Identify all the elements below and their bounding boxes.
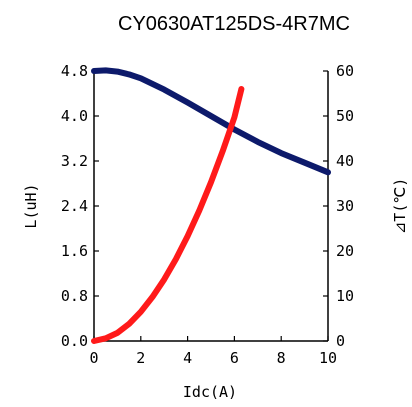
y-left-ticks: 0.0 0.8 1.6 2.4 3.2 4.0 4.8 — [61, 62, 99, 350]
chart-title: CY0630AT125DS-4R7MC — [118, 13, 350, 35]
y-right-tick-label: 20 — [336, 242, 354, 260]
x-tick-label: 6 — [230, 349, 239, 367]
axes — [93, 71, 329, 342]
y-left-tick-label: 0.8 — [61, 287, 88, 305]
y-left-tick-label: 1.6 — [61, 242, 88, 260]
y-right-tick-label: 10 — [336, 287, 354, 305]
y-right-ticks: 0 10 20 30 40 50 60 — [323, 62, 354, 350]
x-tick-label: 8 — [277, 349, 286, 367]
series-group — [91, 67, 331, 344]
x-tick-label: 2 — [136, 349, 145, 367]
x-tick-label: 10 — [319, 349, 337, 367]
y-left-tick-label: 4.8 — [61, 62, 88, 80]
y-left-tick-label: 4.0 — [61, 107, 88, 125]
y-left-axis-label: L(uH) — [22, 183, 40, 228]
y-right-tick-label: 30 — [336, 197, 354, 215]
x-tick-label: 4 — [183, 349, 192, 367]
y-right-tick-label: 40 — [336, 152, 354, 170]
x-ticks: 0 2 4 6 8 10 — [89, 336, 337, 367]
y-right-tick-label: 60 — [336, 62, 354, 80]
x-tick-label: 0 — [89, 349, 98, 367]
y-left-tick-label: 3.2 — [61, 152, 88, 170]
y-left-tick-label: 2.4 — [61, 197, 88, 215]
y-right-tick-label: 50 — [336, 107, 354, 125]
x-axis-label: Idc(A) — [183, 383, 237, 401]
temperature-rise-line — [91, 86, 245, 344]
inductance-line — [91, 67, 331, 176]
y-right-tick-label: 0 — [336, 332, 345, 350]
y-right-axis-label: ⊿T(℃) — [391, 178, 409, 235]
y-left-tick-label: 0.0 — [61, 332, 88, 350]
